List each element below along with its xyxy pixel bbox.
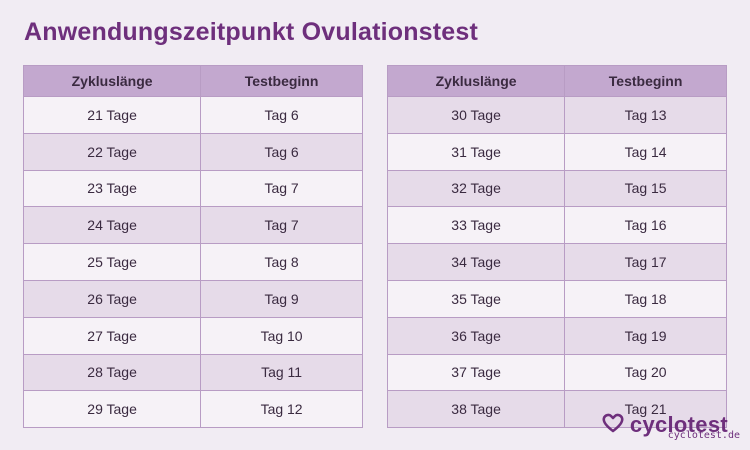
table-row: 33 Tage Tag 16 — [386, 206, 727, 245]
cell-cycle-length: 26 Tage — [22, 279, 202, 318]
cell-cycle-length: 30 Tage — [386, 96, 566, 134]
cell-test-start: Tag 20 — [564, 353, 727, 392]
table-row: 24 Tage Tag 7 — [22, 206, 363, 245]
cell-test-start: Tag 10 — [200, 316, 363, 355]
table-row: 35 Tage Tag 18 — [386, 279, 727, 318]
cell-cycle-length: 38 Tage — [386, 390, 566, 429]
table-row: 32 Tage Tag 15 — [386, 169, 727, 208]
cell-test-start: Tag 9 — [200, 279, 363, 318]
table-row: 36 Tage Tag 19 — [386, 316, 727, 355]
cycle-table-left: Zykluslänge Testbeginn 21 Tage Tag 6 22 T… — [22, 65, 363, 429]
table-row: 31 Tage Tag 14 — [386, 132, 727, 171]
cell-test-start: Tag 8 — [200, 243, 363, 281]
cell-cycle-length: 28 Tage — [22, 353, 202, 392]
cell-cycle-length: 37 Tage — [386, 353, 566, 392]
table-row: 25 Tage Tag 8 — [22, 243, 363, 281]
table-row: 38 Tage Tag 21 — [386, 390, 727, 429]
cell-test-start: Tag 6 — [200, 132, 363, 171]
cell-test-start: Tag 14 — [564, 132, 727, 171]
table-row: 27 Tage Tag 10 — [22, 316, 363, 355]
table-header-row: Zykluslänge Testbeginn — [22, 65, 363, 97]
cell-test-start: Tag 18 — [564, 279, 727, 318]
table-row: 34 Tage Tag 17 — [386, 243, 727, 281]
cell-test-start: Tag 6 — [200, 96, 363, 134]
cell-cycle-length: 23 Tage — [22, 169, 202, 208]
cell-cycle-length: 34 Tage — [386, 243, 566, 281]
page-title: Anwendungszeitpunkt Ovulationstest — [24, 18, 479, 46]
cell-cycle-length: 25 Tage — [22, 243, 202, 281]
cell-test-start: Tag 13 — [564, 96, 727, 134]
header-testbeginn: Testbeginn — [200, 65, 363, 97]
header-testbeginn: Testbeginn — [564, 65, 727, 97]
cell-cycle-length: 21 Tage — [22, 96, 202, 134]
cell-cycle-length: 32 Tage — [386, 169, 566, 208]
cell-cycle-length: 35 Tage — [386, 279, 566, 318]
cell-test-start: Tag 21 — [564, 390, 727, 429]
cell-cycle-length: 29 Tage — [22, 390, 202, 429]
cell-test-start: Tag 7 — [200, 169, 363, 208]
table-row: 28 Tage Tag 11 — [22, 353, 363, 392]
cell-cycle-length: 36 Tage — [386, 316, 566, 355]
brand-name: cyclotest — [629, 412, 728, 437]
table-row: 23 Tage Tag 7 — [22, 169, 363, 208]
cell-test-start: Tag 7 — [200, 206, 363, 245]
cell-test-start: Tag 16 — [564, 206, 727, 245]
cell-cycle-length: 22 Tage — [22, 132, 202, 171]
brand-url: cyclotest.de — [667, 430, 740, 441]
header-zykluslaenge: Zykluslänge — [22, 65, 202, 97]
table-row: 21 Tage Tag 6 — [22, 96, 363, 134]
cell-test-start: Tag 15 — [564, 169, 727, 208]
cell-test-start: Tag 19 — [564, 316, 727, 355]
table-header-row: Zykluslänge Testbeginn — [386, 65, 727, 97]
table-row: 29 Tage Tag 12 — [22, 390, 363, 429]
cell-cycle-length: 24 Tage — [22, 206, 202, 245]
brand-logo: cyclotest — [602, 412, 728, 438]
cell-test-start: Tag 11 — [200, 353, 363, 392]
cell-cycle-length: 33 Tage — [386, 206, 566, 245]
table-row: 26 Tage Tag 9 — [22, 279, 363, 318]
cell-test-start: Tag 12 — [200, 390, 363, 429]
table-row: 37 Tage Tag 20 — [386, 353, 727, 392]
header-zykluslaenge: Zykluslänge — [386, 65, 566, 97]
table-row: 22 Tage Tag 6 — [22, 132, 363, 171]
cell-test-start: Tag 17 — [564, 243, 727, 281]
table-row: 30 Tage Tag 13 — [386, 96, 727, 134]
cell-cycle-length: 31 Tage — [386, 132, 566, 171]
cycle-table-right: Zykluslänge Testbeginn 30 Tage Tag 13 31 … — [386, 65, 727, 429]
cell-cycle-length: 27 Tage — [22, 316, 202, 355]
heart-outline-icon — [602, 413, 624, 438]
